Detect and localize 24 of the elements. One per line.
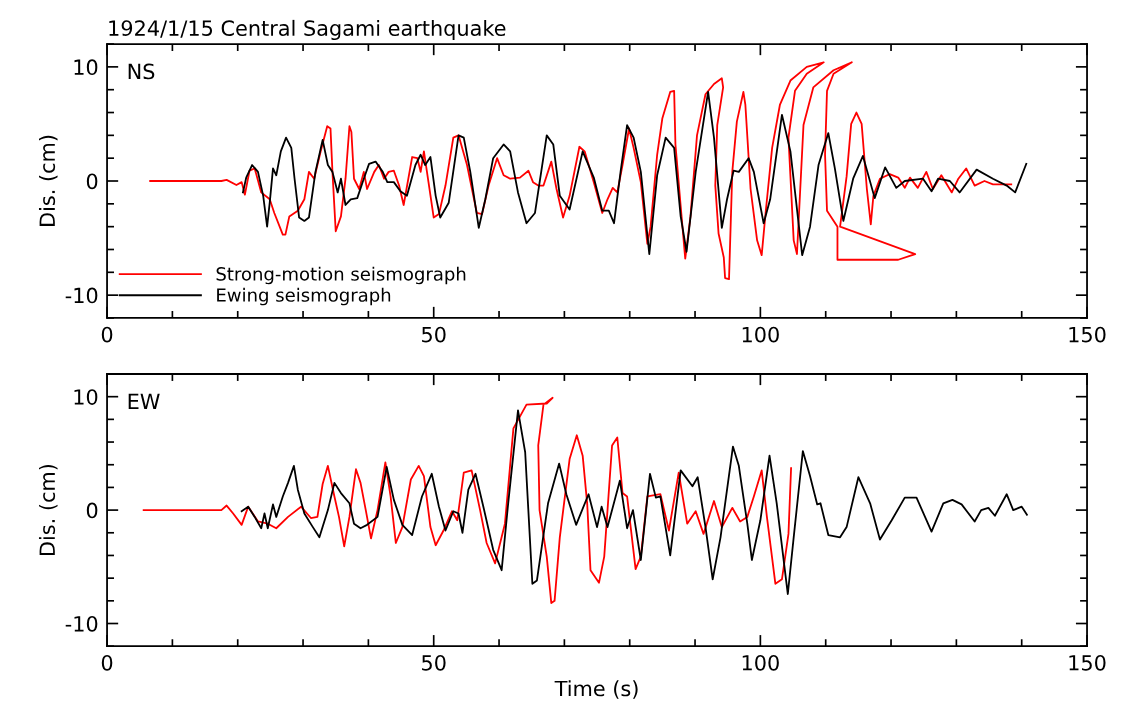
x-tick-label: 0: [101, 654, 113, 671]
annotation: NS: [128, 63, 155, 80]
x-tick-label: 0: [101, 326, 113, 343]
y-axis-title: Dis. (cm): [38, 135, 58, 226]
legend-label: Strong-motion seismograph: [216, 266, 466, 285]
y-tick-label: 0: [86, 173, 98, 190]
y-tick-label: -10: [65, 287, 98, 304]
y-tick-label: -10: [65, 615, 98, 632]
y-axis-title: Dis. (cm): [38, 464, 58, 556]
line-series: [242, 91, 1028, 257]
x-tick-label: 150: [1069, 326, 1106, 343]
legend-label: Ewing seismograph: [217, 287, 391, 306]
y-tick-label: 0: [86, 502, 98, 519]
chart-title: 1924/1/15 Central Sagami earthquake: [109, 19, 506, 41]
y-tick-label: 10: [74, 59, 98, 76]
x-tick-label: 50: [422, 326, 446, 343]
annotation: EW: [128, 393, 160, 409]
x-tick-label: 100: [742, 654, 779, 671]
x-tick-label: 150: [1069, 654, 1106, 671]
x-tick-label: 100: [742, 326, 779, 343]
line-series: [240, 409, 1028, 595]
y-tick-label: 10: [74, 389, 98, 405]
x-axis-title: Time (s): [554, 680, 638, 699]
x-tick-label: 50: [422, 654, 446, 671]
